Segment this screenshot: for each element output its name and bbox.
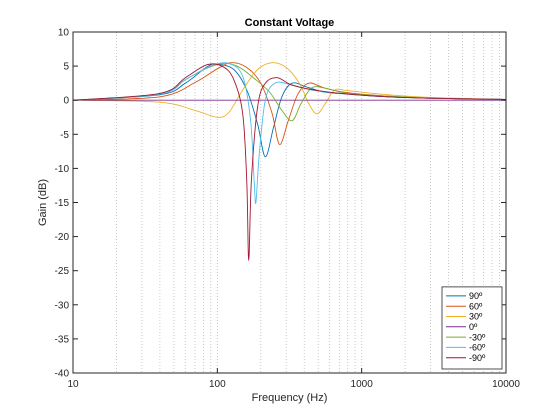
legend-label: -30º [469, 332, 486, 342]
series-lines [72, 62, 507, 261]
legend-label: -60º [469, 343, 486, 353]
legend-label: 0º [469, 322, 478, 332]
y-tick-label: -20 [55, 232, 70, 243]
y-tick-label: -40 [55, 369, 70, 380]
series-line-6 [72, 63, 507, 261]
legend-label: 60º [469, 301, 483, 311]
ticks: 10 100 1000 10000 -40 -35 -30 -25 -20 -15 -10 -5 0 5 1… [55, 28, 521, 391]
x-axis-label: Frequency (Hz) [252, 392, 328, 404]
x-tick-label: 10000 [492, 379, 520, 390]
y-tick-label: -35 [55, 334, 70, 345]
x-tick-label: 1000 [351, 379, 374, 390]
y-tick-label: -30 [55, 300, 70, 311]
series-line-2 [72, 62, 507, 118]
y-tick-label: 10 [58, 28, 70, 39]
legend-box [441, 286, 503, 370]
y-tick-label: -25 [55, 266, 70, 277]
y-tick-label: -10 [55, 164, 70, 175]
x-tick-label: 10 [67, 379, 79, 390]
x-tick-label: 100 [209, 379, 226, 390]
y-tick-label: 5 [63, 62, 69, 73]
legend-label: 30º [469, 312, 483, 322]
y-tick-label: -15 [55, 198, 70, 209]
legend-label: -90º [469, 353, 486, 363]
y-tick-label: -5 [60, 130, 69, 141]
chart-title: Constant Voltage [245, 17, 335, 29]
y-axis-label: Gain (dB) [37, 179, 49, 226]
y-tick-label: 0 [63, 96, 69, 107]
legend-label: 90º [469, 291, 483, 301]
